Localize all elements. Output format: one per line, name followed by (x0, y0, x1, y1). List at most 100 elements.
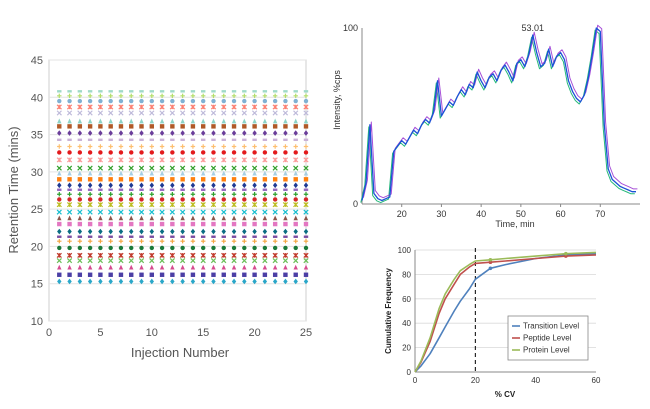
rt-data-point (190, 130, 196, 136)
rt-data-point (272, 239, 278, 244)
rt-data-point (98, 239, 103, 244)
rt-data-point (211, 228, 216, 235)
rt-data-point (303, 150, 309, 155)
rt-data-point (272, 245, 278, 251)
rt-data-point (56, 209, 62, 215)
rt-data-point (118, 188, 124, 191)
rt-data-point (242, 221, 247, 227)
rt-data-point (159, 118, 165, 124)
rt-data-point (283, 138, 288, 141)
rt-data-point (57, 235, 62, 238)
rt-data-point (201, 197, 206, 202)
rt-data-point (129, 90, 134, 93)
rt-data-point (303, 228, 309, 235)
rt-data-point (77, 98, 83, 104)
rt-data-point (293, 138, 298, 141)
rt-data-point (77, 272, 83, 277)
rt-data-point (210, 165, 217, 171)
rt-data-point (262, 90, 268, 93)
rt-data-point (262, 177, 268, 182)
rt-data-point (201, 272, 206, 277)
rt-data-point (221, 90, 226, 93)
rt-data-point (87, 221, 93, 227)
rt-data-point (180, 177, 185, 182)
rt-data-point (293, 170, 298, 176)
rt-data-point (272, 104, 278, 110)
rt-data-point (252, 188, 257, 191)
rt-data-point (149, 98, 154, 104)
rt-data-point (149, 215, 154, 221)
rt-data-point (56, 252, 62, 259)
rt-data-point (303, 144, 309, 149)
rt-data-point (190, 245, 196, 251)
rt-data-point (221, 157, 227, 163)
rt-data-point (128, 209, 134, 215)
rt-data-point (108, 182, 113, 189)
rt-data-point (139, 118, 144, 124)
rt-data-point (159, 130, 165, 136)
rt-data-point (97, 209, 104, 215)
rt-data-point (66, 202, 73, 208)
rt-data-point (201, 188, 206, 191)
rt-data-point (149, 264, 154, 270)
rt-data-point (98, 93, 103, 98)
rt-data-point (77, 182, 83, 189)
rt-data-point (262, 144, 268, 149)
rt-data-point (303, 252, 309, 259)
rt-data-point (57, 278, 62, 285)
rt-data-point (169, 110, 175, 116)
rt-data-point (128, 157, 134, 163)
rt-data-point (262, 235, 268, 238)
rt-data-point (159, 272, 165, 277)
cv-series-marker (488, 266, 493, 271)
rt-data-point (293, 197, 298, 202)
rt-data-point (242, 98, 247, 104)
rt-data-point (56, 202, 62, 208)
rt-data-point (231, 228, 237, 235)
rt-data-point (118, 209, 124, 215)
rt-data-point (159, 182, 165, 189)
rt-data-point (98, 177, 103, 182)
rt-data-point (221, 221, 226, 227)
rt-data-point (128, 202, 134, 208)
rt-data-point (170, 264, 175, 270)
rt-data-point (87, 272, 93, 277)
rt-data-point (221, 110, 227, 116)
rt-data-point (211, 192, 216, 197)
rt-data-point (252, 228, 257, 235)
rt-data-point (180, 165, 186, 171)
rt-data-point (262, 182, 268, 189)
rt-data-point (57, 118, 62, 124)
rt-data-point (221, 144, 226, 149)
rt-data-point (108, 272, 113, 277)
rt-y-tick-label: 40 (31, 92, 43, 104)
rt-data-point (98, 221, 103, 227)
rt-data-point (118, 104, 124, 110)
tic-trace-line (360, 29, 635, 204)
rt-data-point (252, 144, 257, 149)
rt-data-point (221, 170, 226, 176)
rt-data-point (293, 264, 298, 270)
rt-data-point (272, 165, 278, 171)
rt-data-point (293, 221, 298, 227)
rt-y-axis-title: Retention Time (mins) (6, 126, 21, 253)
rt-data-point (118, 144, 124, 149)
rt-data-point (170, 228, 175, 235)
rt-data-point (98, 192, 103, 197)
peak-annotation-label: 53.01 (522, 23, 545, 33)
rt-data-point (241, 202, 247, 208)
tic-y-tick-label: 100 (343, 23, 358, 33)
rt-data-point (262, 252, 268, 259)
rt-data-point (149, 192, 154, 197)
rt-data-point (190, 170, 196, 176)
rt-data-point (67, 278, 72, 285)
rt-data-point (56, 157, 62, 163)
rt-plot-frame (48, 59, 307, 322)
rt-data-point (242, 215, 247, 221)
rt-data-point (87, 90, 93, 93)
rt-data-point (303, 118, 309, 124)
rt-data-point (77, 118, 83, 124)
rt-data-point (283, 264, 288, 270)
rt-data-point (190, 202, 196, 208)
rt-data-point (293, 272, 298, 277)
